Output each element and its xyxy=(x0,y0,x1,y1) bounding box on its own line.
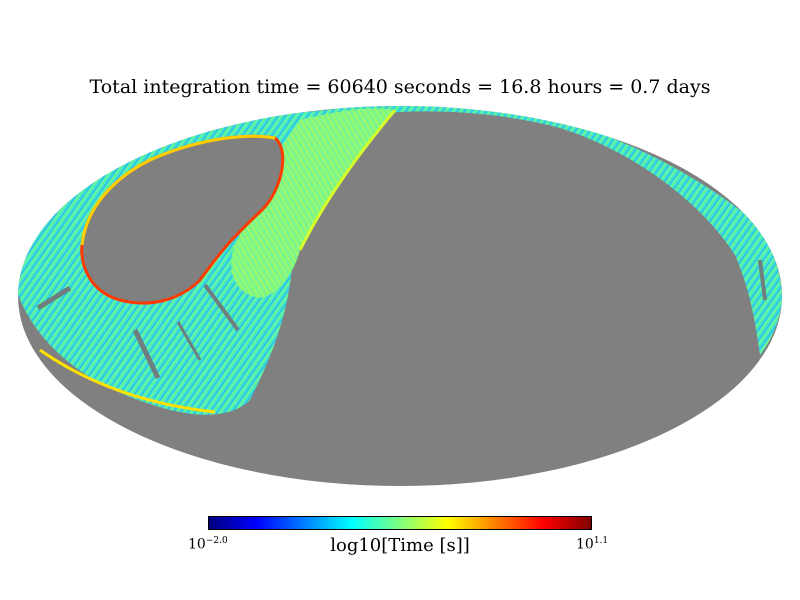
streak xyxy=(203,283,240,332)
colorbar xyxy=(208,516,592,530)
streak xyxy=(758,259,767,301)
streak xyxy=(176,321,202,361)
coverage-region-top-band xyxy=(280,106,782,355)
loop-edge-highlight xyxy=(80,134,276,246)
chart-title: Total integration time = 60640 seconds =… xyxy=(89,76,711,98)
coverage-edge xyxy=(39,348,216,414)
colorbar-min-label: 10−2.0 xyxy=(188,536,228,553)
streak xyxy=(132,328,161,380)
coverage-edge xyxy=(298,109,397,251)
coverage-region-stem xyxy=(231,108,395,298)
colorbar-label: log10[Time [s]] xyxy=(330,535,470,556)
streak xyxy=(36,285,72,311)
colorbar-max-label: 101.1 xyxy=(576,536,609,553)
